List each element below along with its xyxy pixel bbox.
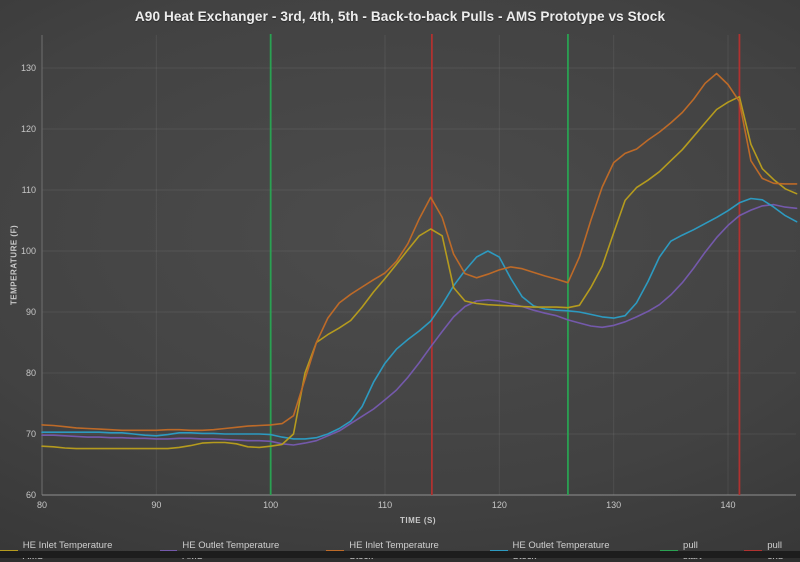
y-tick-label: 70 [26, 429, 36, 439]
x-tick-label: 130 [606, 500, 621, 510]
series-line-he-outlet-temperature-stock [41, 197, 798, 440]
y-tick-label: 60 [26, 490, 36, 500]
x-tick-label: 90 [151, 500, 161, 510]
x-tick-label: 100 [263, 500, 278, 510]
y-tick-label: 120 [21, 124, 36, 134]
chart-title: A90 Heat Exchanger - 3rd, 4th, 5th - Bac… [134, 8, 666, 24]
x-tick-label: 120 [492, 500, 507, 510]
x-tick-label: 140 [720, 500, 735, 510]
y-tick-label: 110 [22, 185, 36, 195]
bottom-band [0, 551, 800, 558]
series-line-he-inlet-temperature-ams [41, 95, 798, 450]
y-tick-label: 130 [21, 63, 36, 73]
x-tick-label: 110 [378, 500, 392, 510]
x-axis-label: TIME (S) [400, 516, 436, 525]
y-tick-label: 100 [21, 246, 36, 256]
y-tick-label: 80 [26, 368, 36, 378]
y-tick-label: 90 [26, 307, 36, 317]
x-tick-label: 80 [37, 500, 47, 510]
series-line-he-inlet-temperature-stock [41, 72, 798, 432]
series-line-he-outlet-temperature-ams [41, 203, 798, 446]
